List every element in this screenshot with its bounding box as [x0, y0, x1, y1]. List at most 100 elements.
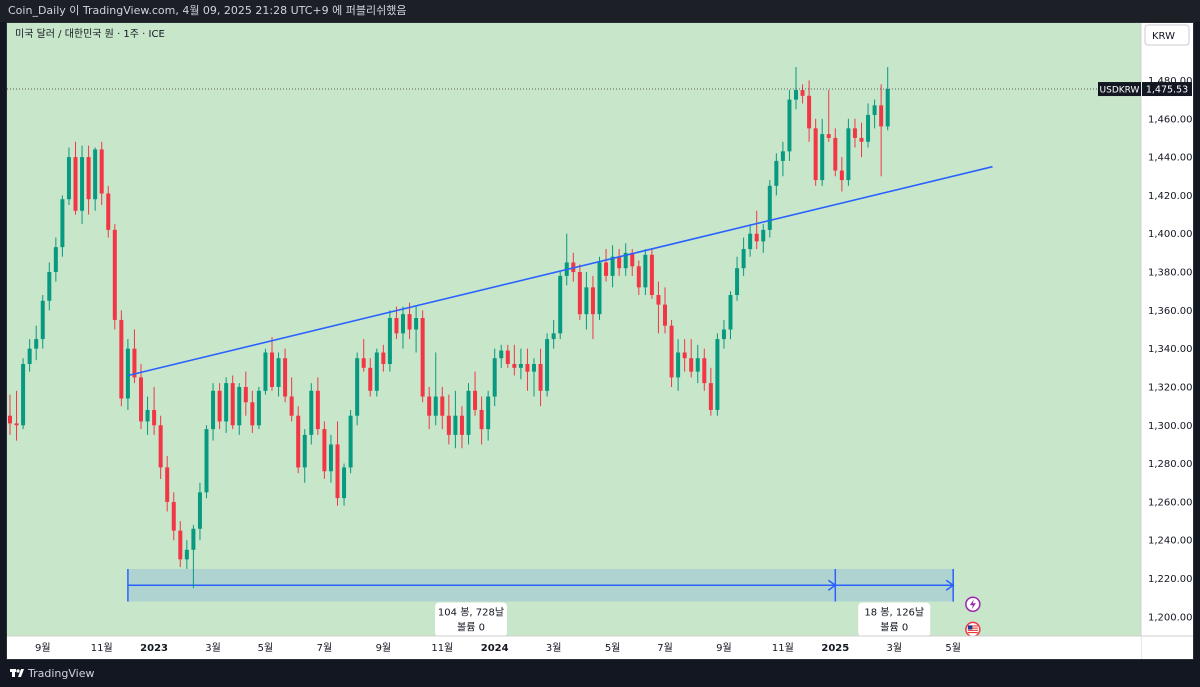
candle-body	[184, 549, 189, 560]
candle-body	[721, 329, 726, 340]
candle-body	[590, 287, 595, 315]
currency-button[interactable]: KRW	[1144, 24, 1190, 46]
candle-body	[584, 287, 589, 315]
candle-body	[610, 256, 615, 276]
candle-body	[879, 105, 884, 127]
candle-body	[66, 157, 71, 200]
candle-body	[558, 275, 563, 334]
candle-body	[145, 409, 150, 422]
x-tick-label: 9월	[35, 642, 51, 654]
candle-body	[794, 90, 798, 100]
candle-body	[839, 170, 844, 181]
candle-body	[833, 137, 838, 171]
candle-body	[518, 363, 523, 368]
candle-body	[335, 444, 340, 499]
range-label-2-line1: 18 봉, 126날	[864, 607, 924, 619]
footer-bar: TradingView	[0, 660, 1200, 687]
last-price-label: 1,475.53	[1146, 85, 1188, 96]
candle-body	[708, 383, 713, 410]
range-label-2-line2: 볼륨 0	[880, 622, 908, 634]
candle-body	[800, 90, 805, 96]
candle-body	[551, 333, 556, 340]
candles	[8, 67, 890, 589]
candle-body	[780, 151, 785, 161]
candle-body	[204, 429, 209, 493]
candle-body	[505, 350, 510, 364]
candle-body	[237, 386, 242, 426]
symbol-tag-label: USDKRW	[1100, 86, 1140, 96]
trendline-line	[127, 165, 993, 377]
time-axis[interactable]	[7, 636, 1141, 659]
y-tick-label: 1,300.00	[1148, 421, 1193, 432]
candle-body	[532, 363, 536, 372]
candle-body	[597, 262, 602, 315]
x-tick-label: 3월	[205, 642, 221, 654]
lightning-icon	[965, 596, 981, 613]
us-flag-icon	[965, 621, 981, 638]
candle-body	[774, 160, 779, 186]
candle-body	[414, 318, 419, 330]
chart-container[interactable]: 104 봉, 728날 볼륨 0 18 봉, 126날 볼륨 0 1,200.00 1,…	[6, 22, 1194, 660]
candle-body	[230, 383, 235, 426]
date-range-arrowhead-0	[827, 579, 837, 591]
candle-body	[224, 383, 229, 422]
candle-body	[872, 105, 877, 115]
candle-body	[538, 363, 543, 391]
publish-caption: Coin_Daily 이 TradingView.com, 4월 09, 202…	[0, 0, 1200, 22]
candle-body	[40, 300, 45, 340]
candle-body	[577, 272, 582, 315]
y-tick-label: 1,280.00	[1148, 459, 1193, 470]
candle-body	[80, 157, 85, 211]
candle-body	[289, 396, 294, 416]
candle-body	[27, 348, 32, 364]
candle-body	[106, 193, 111, 230]
candle-body	[263, 352, 268, 391]
footer-brand[interactable]: TradingView	[28, 667, 95, 680]
candle-body	[479, 409, 484, 430]
range-label-1-line2: 볼륨 0	[457, 622, 485, 634]
candle-body	[859, 137, 864, 142]
candle-body	[545, 339, 550, 391]
candle-body	[617, 256, 622, 269]
x-tick-label: 11월	[91, 642, 113, 654]
candle-body	[152, 409, 157, 426]
candle-body	[191, 528, 196, 550]
y-tick-label: 1,360.00	[1148, 306, 1193, 317]
candle-body	[473, 390, 478, 410]
price-axis-labels: 1,200.00 1,220.00 1,240.00 1,260.00 1,280.00…	[1148, 76, 1193, 623]
plot-area[interactable]	[7, 23, 1141, 636]
candle-body	[381, 352, 386, 364]
candle-body	[512, 363, 517, 368]
range-label-2-box	[858, 602, 931, 637]
candle-body	[492, 358, 497, 397]
candle-body	[125, 348, 130, 399]
candle-body	[283, 358, 288, 397]
y-tick-label: 1,340.00	[1148, 344, 1193, 355]
candle-body	[165, 467, 170, 502]
candle-body	[846, 128, 851, 181]
price-axis[interactable]	[1141, 23, 1193, 659]
candle-body	[53, 247, 58, 273]
flag-stripe	[967, 625, 978, 627]
x-tick-label: 5월	[605, 642, 621, 654]
candle-body	[250, 402, 255, 426]
candle-body	[296, 415, 301, 468]
x-tick-label: 9월	[716, 642, 732, 654]
candle-body	[866, 114, 871, 142]
candle-body	[754, 233, 759, 242]
y-tick-label: 1,200.00	[1148, 612, 1193, 623]
candle-body	[132, 348, 137, 378]
candle-body	[636, 266, 641, 288]
x-tick-label: 3월	[546, 642, 562, 654]
candle-body	[158, 425, 163, 468]
symbol-tag-bg	[1098, 82, 1141, 97]
candle-body	[276, 358, 281, 387]
tradingview-logo-icon[interactable]	[10, 667, 24, 679]
x-tick-label: 2023	[140, 643, 168, 654]
candle-body	[14, 423, 19, 426]
candle-body	[643, 254, 648, 288]
x-tick-label: 5월	[258, 642, 274, 654]
candle-body	[676, 352, 681, 378]
